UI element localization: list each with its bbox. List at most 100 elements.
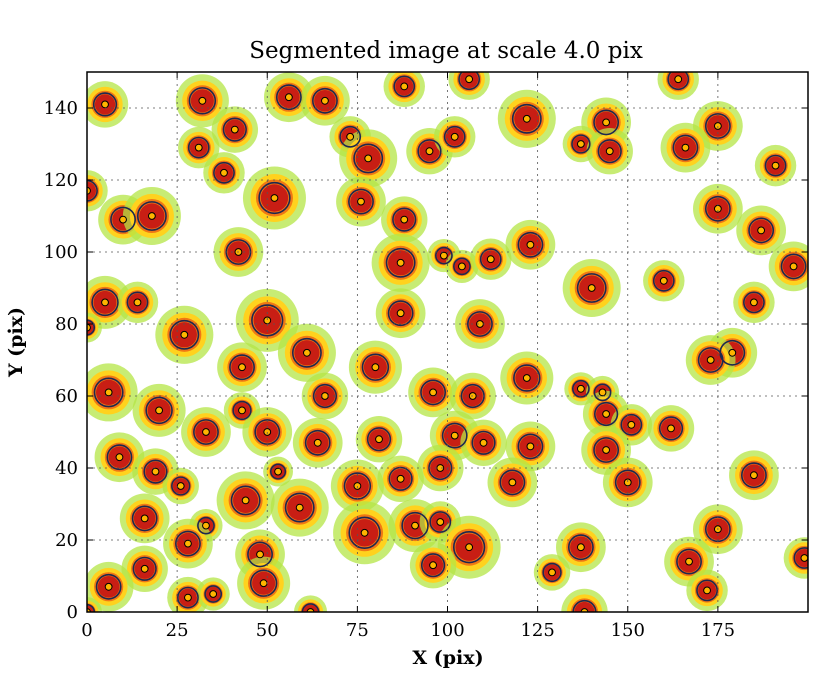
segment-centroid — [180, 330, 189, 339]
segment-centroid — [508, 478, 517, 487]
x-axis-ticks: 0 25 50 75 100 125 150 175 — [81, 72, 735, 641]
y-tick-label: 140 — [44, 98, 78, 119]
segment-centroid — [396, 309, 405, 318]
segment-contour — [676, 548, 702, 575]
segment-centroid — [321, 96, 329, 105]
segment-centroid — [140, 564, 149, 573]
segment-contour — [614, 469, 641, 496]
segment-centroid — [241, 496, 250, 505]
segment-contour — [197, 516, 215, 535]
segment-centroid — [259, 579, 268, 588]
segment-centroid — [209, 590, 218, 598]
x-tick-label: 150 — [611, 620, 645, 641]
segment-centroid — [439, 251, 448, 260]
segment-centroid — [400, 82, 409, 91]
segment-contour — [95, 573, 122, 600]
segment-centroid — [119, 215, 127, 224]
segment-contour — [222, 117, 247, 142]
segment-centroid — [486, 255, 495, 264]
segment-contour — [193, 419, 219, 445]
segment-contour — [230, 485, 261, 516]
segment-centroid — [465, 75, 474, 84]
segment-contour — [213, 161, 235, 184]
segment-contour — [393, 75, 416, 98]
segment-centroid — [771, 161, 780, 170]
segment-centroid — [202, 428, 210, 436]
segment-centroid — [346, 132, 355, 141]
segment-centroid — [429, 388, 437, 397]
segment-contour — [93, 377, 124, 408]
segment-centroid — [101, 100, 109, 109]
segment-contour — [793, 547, 808, 569]
segment-centroid — [681, 143, 690, 152]
segment-centroid — [659, 276, 668, 285]
segment-centroid — [357, 197, 365, 206]
segment-centroid — [270, 194, 279, 202]
segment-contour — [171, 476, 191, 496]
segment-centroid — [101, 298, 109, 307]
segment-contour — [110, 206, 136, 233]
segment-centroid — [598, 388, 607, 397]
segment-contour — [572, 379, 590, 398]
segment-contour — [348, 516, 381, 549]
segment-centroid — [396, 474, 405, 483]
segment-contour — [441, 422, 468, 449]
segment-centroid — [548, 568, 556, 577]
plot-area — [87, 72, 808, 612]
segment-contour — [275, 84, 302, 111]
segment-blob — [768, 241, 808, 292]
segment-centroid — [576, 384, 585, 393]
segment-contour — [131, 505, 158, 532]
segment-contour — [743, 291, 765, 314]
segment-contour — [145, 396, 173, 425]
segment-contour — [499, 469, 526, 496]
x-tick-label: 125 — [520, 620, 554, 641]
segment-centroid — [104, 388, 113, 397]
segment-contour — [249, 569, 278, 597]
segment-contour — [517, 231, 544, 258]
segment-centroid — [667, 424, 675, 433]
segment-blob — [162, 467, 199, 505]
segment-contour — [91, 288, 119, 317]
segment-centroid — [526, 442, 535, 451]
segment-contour — [106, 444, 133, 471]
grid-lines — [87, 72, 808, 612]
segment-contour — [348, 188, 374, 215]
segment-contour — [420, 553, 446, 578]
y-tick-label: 120 — [44, 170, 78, 191]
segment-contour — [748, 217, 775, 244]
segment-centroid — [479, 438, 488, 447]
segment-contour — [175, 530, 201, 557]
segment-centroid — [220, 168, 228, 177]
segment-contour — [143, 459, 168, 484]
segment-contour — [672, 134, 699, 161]
segment-contour — [204, 585, 223, 603]
segment-contour — [435, 246, 453, 265]
x-tick-label: 75 — [346, 620, 369, 641]
segment-centroid — [458, 262, 466, 271]
segment-contour — [764, 154, 787, 177]
x-tick-label: 50 — [256, 620, 279, 641]
segment-centroid — [375, 435, 383, 444]
segment-contour — [479, 248, 502, 271]
segment-centroid — [587, 284, 596, 292]
segment-centroid — [703, 586, 711, 595]
segment-contour — [92, 92, 118, 117]
segment-centroid — [602, 410, 611, 418]
segment-centroid — [576, 543, 585, 552]
segment-contour — [229, 354, 255, 381]
segment-centroid — [674, 75, 683, 84]
segment-contour — [353, 143, 384, 174]
segment-centroids — [87, 75, 808, 612]
segment-centroid — [396, 258, 405, 267]
x-tick-label: 175 — [701, 620, 735, 641]
segment-contour — [136, 201, 167, 231]
segment-contour — [401, 511, 429, 540]
segment-contour — [177, 586, 199, 609]
x-tick-label: 25 — [166, 620, 189, 641]
segment-contour — [593, 437, 620, 463]
segment-contour — [284, 492, 315, 523]
segment-centroid — [526, 240, 535, 249]
y-tick-label: 60 — [55, 386, 78, 407]
